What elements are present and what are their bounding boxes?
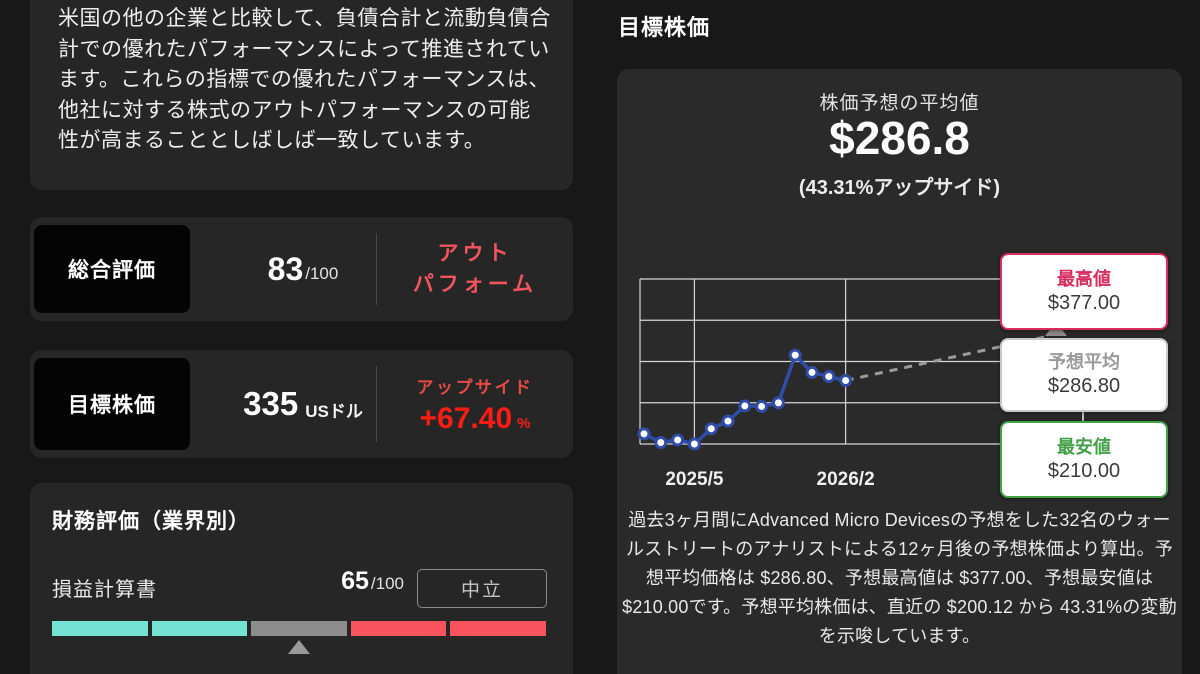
average-forecast-caption: 株価予想の平均値 <box>819 93 980 114</box>
high-estimate-value: $377.00 <box>1047 291 1121 314</box>
upside-unit: % <box>517 414 531 432</box>
chart-x-tick-0: 2025/5 <box>665 469 724 490</box>
low-estimate-value: $210.00 <box>1047 459 1121 482</box>
average-estimate-label: 予想平均 <box>1048 352 1120 372</box>
low-estimate-badge: 最安値 $210.00 <box>1000 421 1168 498</box>
target-price-value-block: 335 USドル <box>198 350 408 458</box>
forecast-upside-note: (43.31%アップサイド) <box>798 177 1001 199</box>
average-estimate-value: $286.80 <box>1047 375 1121 397</box>
financial-rating-title: 財務評価（業界別） <box>52 510 250 533</box>
summary-text: 米国の他の企業と比較して、負債合計と流動負債合計での優れたパフォーマンスによって… <box>58 7 551 152</box>
target-price-label: 目標株価 <box>68 394 156 417</box>
rating-scale-segment <box>52 621 148 636</box>
divider <box>376 366 377 442</box>
upside-value: +67.40 <box>419 401 513 435</box>
price-forecast-chart: 2025/5 2026/2 最高値 $377.00 予想平均 $286.80 最… <box>617 253 1182 503</box>
rating-scale-segment <box>350 621 447 636</box>
target-upside: アップサイド +67.40% <box>377 350 573 458</box>
income-statement-score: 65/100 <box>270 567 404 596</box>
rating-scale-segment <box>450 621 546 636</box>
rating-scale-segment <box>251 621 347 636</box>
overall-rating-pill: 総合評価 <box>34 225 190 313</box>
rating-scale-pointer-icon <box>288 640 310 654</box>
target-price-section-title: 目標株価 <box>618 15 711 40</box>
income-statement-label: 損益計算書 <box>52 579 157 601</box>
target-price-pill: 目標株価 <box>34 358 190 450</box>
average-estimate-badge: 予想平均 $286.80 <box>1000 338 1168 412</box>
forecast-description: 過去3ヶ月間にAdvanced Micro Devicesの予想をした32名のウ… <box>622 510 1177 646</box>
high-estimate-label: 最高値 <box>1057 268 1111 289</box>
overall-rating-card: 総合評価 83 /100 アウト パフォーム <box>30 217 573 321</box>
target-price-card: 目標株価 335 USドル アップサイド +67.40% <box>30 350 573 458</box>
overall-verdict: アウト パフォーム <box>377 217 573 321</box>
upside-value-row: +67.40% <box>420 402 531 436</box>
overall-score-value: 83 <box>267 250 304 287</box>
summary-card: 米国の他の企業と比較して、負債合計と流動負債合計での優れたパフォーマンスによって… <box>30 0 573 190</box>
high-estimate-badge: 最高値 $377.00 <box>1000 253 1168 330</box>
overall-rating-label: 総合評価 <box>68 259 156 282</box>
overall-verdict-line2: パフォーム <box>412 273 538 296</box>
rating-scale-segment <box>151 621 248 636</box>
overall-score-denominator: /100 <box>305 263 339 283</box>
neutral-badge-button[interactable]: 中立 <box>417 569 547 608</box>
income-statement-score-value: 65 <box>341 567 369 595</box>
low-estimate-label: 最安値 <box>1057 436 1111 457</box>
upside-label: アップサイド <box>416 377 534 397</box>
divider <box>376 233 377 305</box>
rating-scale <box>52 621 546 636</box>
income-statement-score-denominator: /100 <box>370 574 404 593</box>
overall-verdict-line1: アウト <box>437 242 513 265</box>
average-forecast-price: $286.8 <box>829 112 970 164</box>
overall-score: 83 /100 <box>198 217 408 321</box>
target-price-unit: USドル <box>305 401 363 421</box>
target-price-value: 335 <box>243 385 299 422</box>
annotation-connector <box>1082 411 1084 423</box>
financial-rating-card: 財務評価（業界別） 損益計算書 65/100 中立 <box>30 483 573 674</box>
forecast-card: 株価予想の平均値 $286.8 (43.31%アップサイド) 2025/5 20… <box>617 69 1182 674</box>
chart-x-tick-1: 2026/2 <box>816 469 875 490</box>
